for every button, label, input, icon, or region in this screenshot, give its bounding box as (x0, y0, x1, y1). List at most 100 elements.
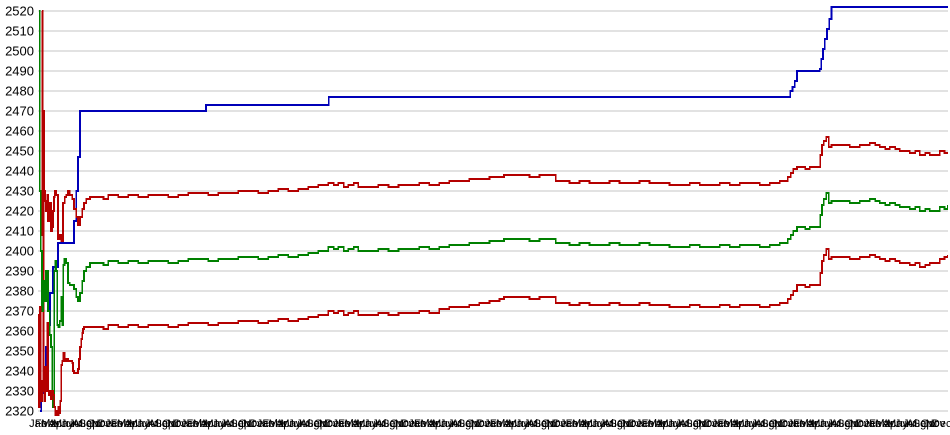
x-tick-label: Nov (319, 418, 339, 430)
x-tick-label: Sep (230, 418, 250, 430)
x-tick-label: Jun (516, 418, 534, 430)
x-tick-label: Apr (276, 418, 293, 430)
x-tick-label: Aug (831, 418, 851, 430)
y-tick-label: 2440 (5, 164, 34, 179)
x-tick-label: Nov (622, 418, 642, 430)
y-tick-label: 2320 (5, 404, 34, 419)
x-tick-label: Feb (338, 418, 357, 430)
x-tick-label: Oct (238, 418, 255, 430)
x-tick-label: Sep (610, 418, 630, 430)
y-tick-label: 2450 (5, 144, 34, 159)
x-tick-label: Jan (408, 418, 426, 430)
x-tick-label: Feb (869, 418, 888, 430)
x-tick-label: May (660, 418, 681, 430)
x-tick-label: Oct (314, 418, 331, 430)
x-tick-label: Jun (743, 418, 761, 430)
x-tick-label: Apr (807, 418, 824, 430)
x-tick-label: Feb (111, 418, 130, 430)
x-tick-label: Apr (124, 418, 141, 430)
x-tick-label: Mar (41, 418, 60, 430)
x-tick-label: Jan (636, 418, 654, 430)
x-tick-label: Sep (837, 418, 857, 430)
x-tick-label: Jul (296, 418, 310, 430)
x-tick-label: Jan (787, 418, 805, 430)
x-tick-label: May (205, 418, 226, 430)
x-tick-label: Dec (249, 418, 269, 430)
y-tick-label: 2350 (5, 344, 34, 359)
x-tick-label: Aug (527, 418, 547, 430)
x-tick-label: Feb (717, 418, 736, 430)
x-tick-label: Sep (306, 418, 326, 430)
x-tick-label: May (508, 418, 529, 430)
x-tick-label: Jan (105, 418, 123, 430)
x-tick-label: Oct (86, 418, 103, 430)
y-tick-label: 2360 (5, 324, 34, 339)
x-tick-label: Aug (300, 418, 320, 430)
x-tick-label: Apr (352, 418, 369, 430)
x-tick-label: Nov (774, 418, 794, 430)
x-tick-label: Aug (679, 418, 699, 430)
x-tick-label: Jan (484, 418, 502, 430)
x-tick-label: Apr (883, 418, 900, 430)
y-tick-label: 2510 (5, 24, 34, 39)
x-tick-label: Oct (465, 418, 482, 430)
x-tick-label: Oct (162, 418, 179, 430)
x-tick-label: Mar (572, 418, 591, 430)
x-tick-label: Oct (845, 418, 862, 430)
x-tick-label: Jan (863, 418, 881, 430)
x-tick-label: May (129, 418, 150, 430)
red-lower-series-line (38, 248, 948, 416)
x-tick-label: May (584, 418, 605, 430)
x-tick-label: Mar (269, 418, 288, 430)
green-middle-series-line (38, 10, 948, 408)
x-tick-label: Aug (376, 418, 396, 430)
x-tick-label: Nov (243, 418, 263, 430)
x-tick-label: Mar (420, 418, 439, 430)
y-tick-label: 2380 (5, 284, 34, 299)
x-tick-label: Jul (827, 418, 841, 430)
y-tick-label: 2340 (5, 364, 34, 379)
x-tick-label: Jan (257, 418, 275, 430)
x-tick-label: May (735, 418, 756, 430)
y-tick-label: 2500 (5, 44, 34, 59)
x-tick-label: Mar (193, 418, 212, 430)
x-tick-label: Jun (440, 418, 458, 430)
x-tick-label: Apr (579, 418, 596, 430)
x-tick-label: Aug (907, 418, 927, 430)
x-tick-label: Mar (117, 418, 136, 430)
x-tick-label: Jul (372, 418, 386, 430)
x-tick-label: Dec (401, 418, 421, 430)
x-tick-label: Oct (390, 418, 407, 430)
x-tick-label: Sep (685, 418, 705, 430)
x-tick-label: Aug (224, 418, 244, 430)
y-tick-label: 2430 (5, 184, 34, 199)
x-tick-label: Sep (534, 418, 554, 430)
y-tick-label: 2490 (5, 64, 34, 79)
x-tick-label: Jul (600, 418, 614, 430)
x-tick-label: May (280, 418, 301, 430)
x-tick-label: Jul (448, 418, 462, 430)
x-tick-label: Apr (731, 418, 748, 430)
x-tick-label: Dec (174, 418, 194, 430)
x-tick-label: Jun (592, 418, 610, 430)
x-tick-label: Dec (553, 418, 573, 430)
x-tick-label: Aug (755, 418, 775, 430)
x-tick-label: Sep (458, 418, 478, 430)
x-tick-label: Sep (79, 418, 99, 430)
x-tick-label: Jul (903, 418, 917, 430)
red-upper-series-line (41, 10, 948, 392)
x-tick-label: Jul (524, 418, 538, 430)
x-tick-label: Nov (91, 418, 111, 430)
y-tick-label: 2480 (5, 84, 34, 99)
x-tick-label: Aug (603, 418, 623, 430)
x-tick-label: Aug (148, 418, 168, 430)
x-tick-label: Jun (288, 418, 306, 430)
x-tick-label: Sep (155, 418, 175, 430)
x-tick-label: Sep (913, 418, 933, 430)
x-tick-label: Dec (932, 418, 950, 430)
x-tick-label: May (887, 418, 908, 430)
x-tick-label: Oct (617, 418, 634, 430)
y-tick-label: 2410 (5, 224, 34, 239)
x-tick-label: Nov (395, 418, 415, 430)
